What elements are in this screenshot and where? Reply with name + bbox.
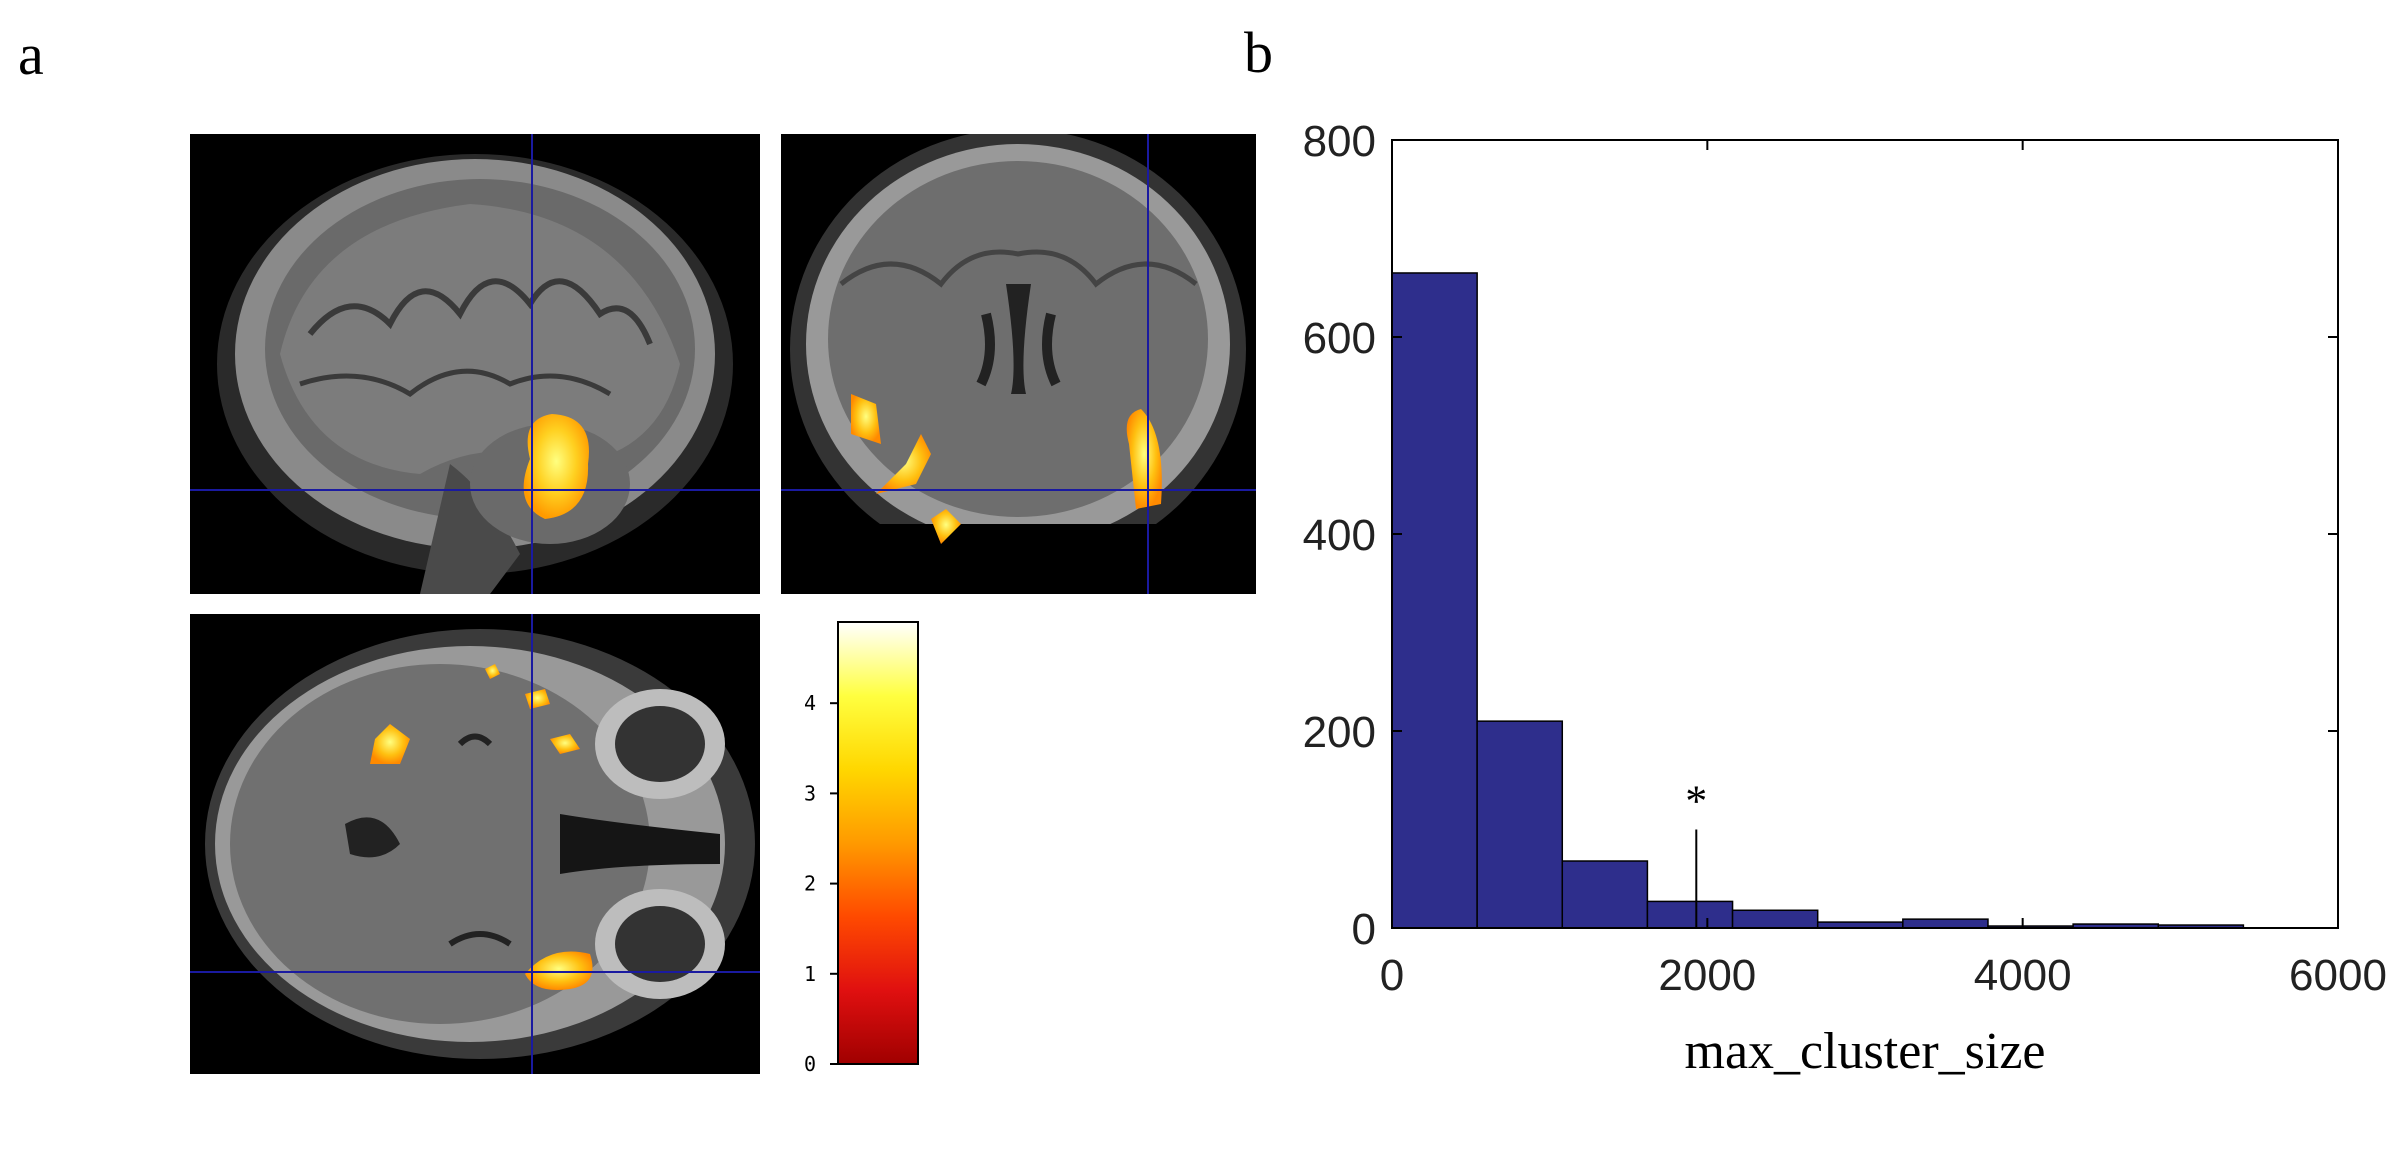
y-tick-label: 600 xyxy=(1303,314,1376,363)
colorbar-tick-label: 0 xyxy=(804,1052,816,1076)
axial-brain-view xyxy=(190,614,760,1074)
colorbar-tick-label: 1 xyxy=(804,962,816,986)
histogram-bar xyxy=(1902,918,1989,929)
colorbar: 0 1 2 3 4 xyxy=(760,620,920,1080)
coronal-brain-view xyxy=(781,134,1256,594)
x-tick-label: 6000 xyxy=(2289,951,2387,1000)
colorbar-tick-label: 4 xyxy=(804,691,816,715)
histogram-chart: 0 200 400 600 800 0 2000 4000 6000 * max_cluster… xyxy=(1250,100,2406,1148)
marker-asterisk: * xyxy=(1685,777,1707,826)
y-tick-label: 800 xyxy=(1303,117,1376,166)
y-tick-label: 0 xyxy=(1352,905,1376,954)
colorbar-tick-label: 2 xyxy=(804,872,816,896)
histogram-bar xyxy=(1391,272,1478,929)
x-tick-label: 4000 xyxy=(1974,951,2072,1000)
x-tick-label: 0 xyxy=(1380,951,1404,1000)
histogram-bar xyxy=(1646,900,1734,929)
histogram-bar xyxy=(1476,720,1564,929)
sagittal-brain-view xyxy=(190,134,760,594)
panel-label-b: b xyxy=(1244,20,1273,85)
histogram-bar xyxy=(1561,860,1649,929)
y-tick-label: 200 xyxy=(1303,708,1376,757)
activation-blob xyxy=(523,414,589,519)
colorbar-tick-label: 3 xyxy=(804,781,816,805)
panel-label-a: a xyxy=(18,22,44,87)
x-tick-label: 2000 xyxy=(1658,951,1756,1000)
histogram-bar xyxy=(1731,909,1819,929)
colorbar-gradient xyxy=(837,621,919,1065)
y-tick-label: 400 xyxy=(1303,511,1376,560)
x-axis-label: max_cluster_size xyxy=(1685,1023,2046,1080)
